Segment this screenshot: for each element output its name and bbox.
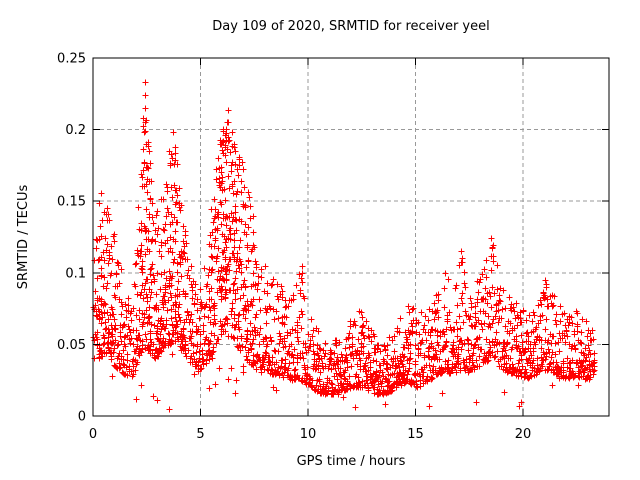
- axis-ticks: [92, 57, 609, 417]
- x-tick-label: 10: [300, 427, 317, 442]
- y-tick-label: 0.15: [57, 195, 86, 210]
- y-tick-label: 0.25: [57, 52, 86, 67]
- y-tick-label: 0.1: [65, 266, 86, 281]
- y-tick-label: 0.2: [65, 123, 86, 138]
- x-tick-label: 15: [407, 427, 424, 442]
- y-tick-label: 0: [78, 410, 86, 425]
- y-tick-label: 0.05: [57, 338, 86, 353]
- x-tick-labels: 0 5 10 15 20: [89, 427, 531, 442]
- y-tick-labels: 0 0.05 0.1 0.15 0.2 0.25: [57, 52, 86, 425]
- y-axis-label: SRMTID / TECUs: [16, 185, 31, 290]
- x-tick-label: 20: [515, 427, 532, 442]
- x-axis-label: GPS time / hours: [297, 454, 406, 469]
- x-tick-label: 0: [89, 427, 97, 442]
- x-tick-label: 5: [196, 427, 204, 442]
- chart-title: Day 109 of 2020, SRMTID for receiver yee…: [212, 19, 489, 34]
- plot-border: [92, 57, 610, 417]
